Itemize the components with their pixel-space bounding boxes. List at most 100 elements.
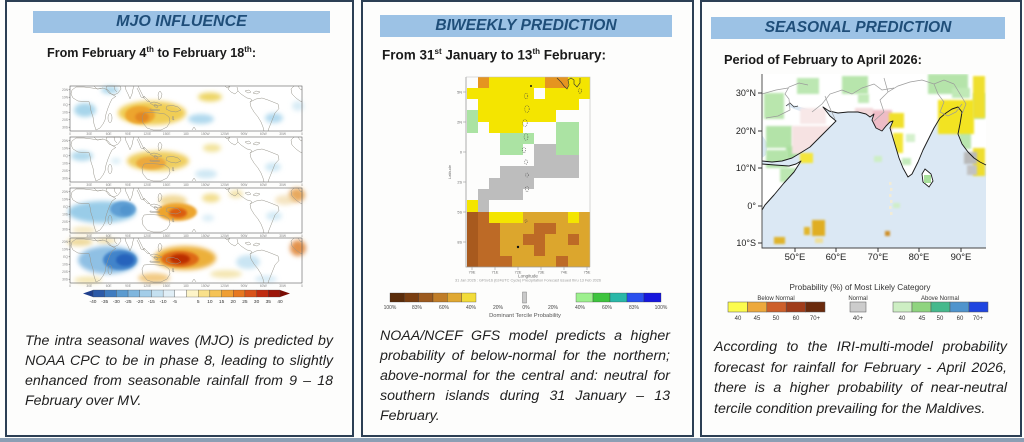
svg-text:0: 0 bbox=[301, 234, 303, 238]
svg-text:20S: 20S bbox=[62, 118, 69, 122]
svg-text:120E: 120E bbox=[143, 132, 152, 136]
svg-text:EQ: EQ bbox=[63, 205, 68, 209]
svg-text:180: 180 bbox=[183, 183, 189, 187]
svg-text:0: 0 bbox=[69, 183, 71, 187]
svg-text:71E: 71E bbox=[492, 271, 499, 275]
svg-text:-40: -40 bbox=[90, 299, 97, 305]
svg-text:150W: 150W bbox=[201, 234, 211, 238]
svg-text:10: 10 bbox=[207, 299, 213, 305]
svg-text:20%: 20% bbox=[548, 305, 559, 311]
svg-text:2N: 2N bbox=[457, 121, 462, 125]
svg-text:8S: 8S bbox=[457, 241, 462, 245]
svg-text:60E: 60E bbox=[106, 132, 113, 136]
svg-text:60: 60 bbox=[793, 316, 800, 322]
svg-text:EQ: EQ bbox=[63, 154, 68, 158]
svg-text:Probability (%) of Most Likely: Probability (%) of Most Likely Category bbox=[789, 283, 931, 292]
svg-text:180: 180 bbox=[183, 284, 189, 288]
svg-text:30S: 30S bbox=[62, 125, 69, 129]
svg-text:70°E: 70°E bbox=[868, 252, 889, 263]
svg-text:-10: -10 bbox=[160, 299, 167, 305]
svg-text:45: 45 bbox=[919, 316, 926, 322]
svg-text:30E: 30E bbox=[86, 132, 93, 136]
svg-text:20N: 20N bbox=[62, 240, 69, 244]
svg-text:30W: 30W bbox=[279, 284, 287, 288]
svg-text:50: 50 bbox=[773, 316, 780, 322]
svg-text:45: 45 bbox=[754, 316, 761, 322]
svg-text:180: 180 bbox=[183, 132, 189, 136]
svg-text:120W: 120W bbox=[220, 284, 230, 288]
svg-text:31 Jan 2026 : GFSv16 (b24UTC C: 31 Jan 2026 : GFSv16 (b24UTC Cycle) Prec… bbox=[455, 279, 601, 283]
svg-text:0: 0 bbox=[301, 183, 303, 187]
svg-text:90E: 90E bbox=[125, 183, 132, 187]
svg-text:EQ: EQ bbox=[63, 255, 68, 259]
svg-text:100%: 100% bbox=[655, 305, 668, 311]
svg-text:-35: -35 bbox=[101, 299, 108, 305]
svg-text:EQ: EQ bbox=[63, 103, 68, 107]
svg-text:60W: 60W bbox=[260, 234, 268, 238]
svg-text:30°N: 30°N bbox=[736, 88, 756, 98]
svg-text:150E: 150E bbox=[163, 132, 172, 136]
svg-text:-5: -5 bbox=[173, 299, 178, 305]
svg-text:120W: 120W bbox=[220, 132, 230, 136]
svg-text:-25: -25 bbox=[125, 299, 132, 305]
svg-text:70+: 70+ bbox=[973, 316, 984, 322]
svg-text:40: 40 bbox=[899, 316, 906, 322]
svg-text:35: 35 bbox=[266, 299, 272, 305]
svg-text:30E: 30E bbox=[86, 284, 93, 288]
svg-text:60E: 60E bbox=[106, 183, 113, 187]
svg-text:60W: 60W bbox=[260, 183, 268, 187]
svg-text:120W: 120W bbox=[220, 183, 230, 187]
svg-text:5: 5 bbox=[197, 299, 200, 305]
svg-text:0: 0 bbox=[301, 284, 303, 288]
svg-text:150W: 150W bbox=[201, 284, 211, 288]
svg-text:5N: 5N bbox=[457, 91, 462, 95]
svg-text:60°E: 60°E bbox=[826, 252, 847, 263]
svg-text:5S: 5S bbox=[457, 211, 462, 215]
svg-text:0%: 0% bbox=[522, 305, 530, 311]
svg-text:Above Normal: Above Normal bbox=[921, 296, 959, 302]
svg-text:0: 0 bbox=[69, 132, 71, 136]
svg-text:150E: 150E bbox=[163, 183, 172, 187]
svg-text:90W: 90W bbox=[241, 234, 249, 238]
svg-text:20%: 20% bbox=[493, 305, 504, 311]
svg-text:120E: 120E bbox=[143, 183, 152, 187]
svg-text:20S: 20S bbox=[62, 169, 69, 173]
svg-text:10S: 10S bbox=[62, 111, 69, 115]
svg-text:20S: 20S bbox=[62, 220, 69, 224]
svg-text:60%: 60% bbox=[602, 305, 613, 311]
svg-text:120W: 120W bbox=[220, 234, 230, 238]
svg-text:-20: -20 bbox=[136, 299, 143, 305]
svg-text:10S: 10S bbox=[62, 262, 69, 266]
svg-text:40: 40 bbox=[277, 299, 283, 305]
svg-text:73E: 73E bbox=[538, 271, 545, 275]
svg-text:30W: 30W bbox=[279, 132, 287, 136]
svg-text:Normal: Normal bbox=[848, 296, 867, 302]
svg-text:0°: 0° bbox=[747, 201, 756, 211]
svg-text:10S: 10S bbox=[62, 161, 69, 165]
svg-text:90°E: 90°E bbox=[951, 252, 972, 263]
svg-text:Dominant Tercile Probability: Dominant Tercile Probability bbox=[489, 313, 561, 319]
svg-text:50: 50 bbox=[937, 316, 944, 322]
svg-text:60W: 60W bbox=[260, 284, 268, 288]
svg-text:0: 0 bbox=[69, 234, 71, 238]
svg-text:150E: 150E bbox=[163, 234, 172, 238]
svg-text:-30: -30 bbox=[113, 299, 120, 305]
svg-text:75E: 75E bbox=[584, 271, 591, 275]
svg-text:30S: 30S bbox=[62, 277, 69, 281]
svg-text:60W: 60W bbox=[260, 132, 268, 136]
svg-text:20S: 20S bbox=[62, 270, 69, 274]
svg-text:10N: 10N bbox=[62, 96, 69, 100]
svg-text:30W: 30W bbox=[279, 183, 287, 187]
svg-text:0: 0 bbox=[301, 132, 303, 136]
svg-text:10°S: 10°S bbox=[736, 238, 756, 248]
svg-text:60%: 60% bbox=[439, 305, 450, 311]
svg-text:15: 15 bbox=[219, 299, 225, 305]
svg-text:10N: 10N bbox=[62, 247, 69, 251]
svg-text:60E: 60E bbox=[106, 234, 113, 238]
svg-text:30W: 30W bbox=[279, 234, 287, 238]
svg-text:30S: 30S bbox=[62, 176, 69, 180]
svg-text:30: 30 bbox=[254, 299, 260, 305]
svg-text:10S: 10S bbox=[62, 212, 69, 216]
svg-text:150E: 150E bbox=[163, 284, 172, 288]
svg-text:0: 0 bbox=[69, 284, 71, 288]
